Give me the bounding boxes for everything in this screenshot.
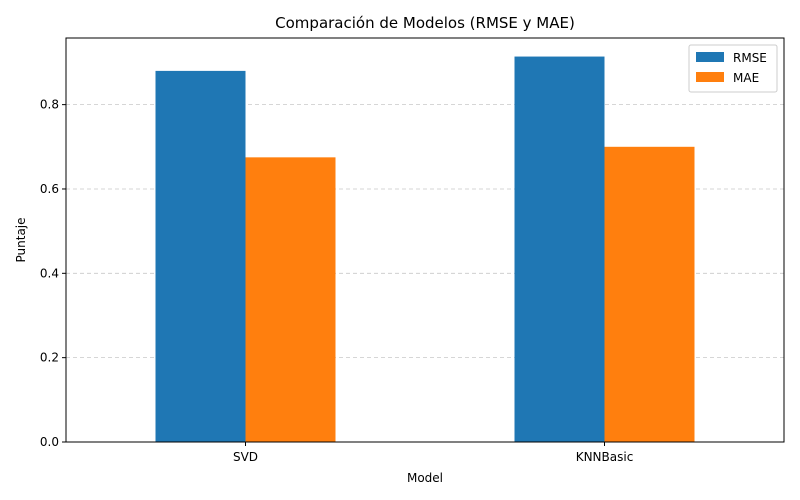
x-tick-label: KNNBasic — [576, 450, 634, 464]
legend-label-rmse: RMSE — [733, 51, 767, 65]
y-axis-label: Puntaje — [14, 217, 28, 262]
bar-rmse-svd — [155, 70, 246, 443]
y-tick-label: 0.2 — [40, 351, 59, 365]
y-tick-label: 0.0 — [40, 435, 59, 449]
legend-swatch-mae — [696, 72, 724, 82]
legend-items: RMSE MAE — [696, 51, 767, 85]
y-tick-label: 0.6 — [40, 182, 59, 196]
bar-mae-knnbasic — [604, 146, 695, 442]
plot-frame — [65, 37, 785, 443]
chart-title: Comparación de Modelos (RMSE y MAE) — [275, 14, 575, 32]
y-tick-label: 0.8 — [40, 98, 59, 112]
legend-swatch-rmse — [696, 52, 724, 62]
bar-mae-svd — [245, 157, 336, 442]
y-tick-label: 0.4 — [40, 266, 59, 280]
x-axis-label: Model — [407, 471, 443, 485]
y-axis-ticks: 0.0 0.2 0.4 0.6 0.8 — [40, 98, 66, 449]
bar-rmse-knnbasic — [514, 56, 605, 442]
legend-label-mae: MAE — [733, 71, 759, 85]
x-tick-label: SVD — [233, 450, 258, 464]
legend: RMSE MAE — [688, 44, 778, 93]
bars — [155, 56, 695, 443]
x-axis-ticks: SVD KNNBasic — [233, 442, 633, 464]
